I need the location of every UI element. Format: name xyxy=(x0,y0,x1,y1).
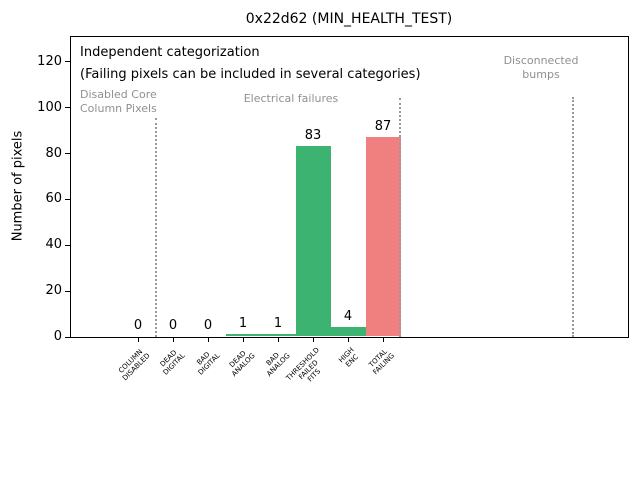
y-tick xyxy=(65,198,70,200)
x-tick-label: COLUMN DISABLED xyxy=(116,347,152,383)
y-tick-label: 40 xyxy=(45,237,62,253)
y-tick-label: 120 xyxy=(37,53,62,69)
x-tick-label: TOTAL FAILING xyxy=(367,347,397,377)
bar-value-label: 83 xyxy=(304,127,322,143)
x-tick xyxy=(313,338,314,342)
y-tick-label: 20 xyxy=(45,283,62,299)
bar-value-label: 0 xyxy=(203,318,213,333)
y-tick xyxy=(65,244,70,246)
bar-value-label: 4 xyxy=(343,308,353,324)
x-tick xyxy=(243,338,244,342)
separator-line xyxy=(155,118,157,337)
x-tick xyxy=(208,338,209,342)
bar xyxy=(260,333,296,336)
y-tick-label: 0 xyxy=(53,329,62,344)
x-tick-label: BAD DIGITAL xyxy=(195,350,222,377)
bar-value-label: 1 xyxy=(238,315,248,331)
y-tick xyxy=(65,336,70,338)
x-tick xyxy=(138,338,139,342)
x-tick xyxy=(278,338,279,342)
x-tick xyxy=(348,338,349,342)
x-tick xyxy=(383,338,384,342)
separator-line xyxy=(399,98,401,337)
section-label-electrical-failures: Electrical failures xyxy=(243,92,339,105)
y-tick xyxy=(65,107,70,109)
x-tick-label: DEAD ANALOG xyxy=(227,349,257,379)
bar-value-label: 1 xyxy=(273,315,283,331)
x-tick-label: THRESHOLD FAILED FITS xyxy=(284,346,322,384)
bar xyxy=(295,145,331,336)
bar-value-label: 87 xyxy=(374,118,392,134)
section-label-disabled-core-column-pixels: Disabled Core Column Pixels xyxy=(80,88,157,115)
y-tick-label: 100 xyxy=(37,99,62,115)
y-tick xyxy=(65,290,70,292)
bar-value-label: 0 xyxy=(168,318,178,333)
x-tick xyxy=(173,338,174,342)
section-label-disconnected-bumps: Disconnected bumps xyxy=(503,54,579,81)
y-tick xyxy=(65,61,70,63)
chart-title: 0x22d62 (MIN_HEALTH_TEST) xyxy=(245,11,453,27)
plot-area xyxy=(70,36,629,338)
x-tick-label: HIGH ENC xyxy=(337,346,361,369)
y-tick-label: 60 xyxy=(45,191,62,207)
y-tick xyxy=(65,153,70,155)
annotation-independent-categorization: Independent categorization xyxy=(80,45,260,60)
annotation-failing-pixels-note: (Failing pixels can be included in sever… xyxy=(80,67,421,82)
bar-value-label: 0 xyxy=(133,318,143,333)
bar xyxy=(365,136,401,336)
separator-line xyxy=(572,97,574,337)
bar xyxy=(330,326,366,336)
x-tick-label: DEAD DIGITAL xyxy=(158,348,187,377)
y-tick-label: 80 xyxy=(45,145,62,161)
bar xyxy=(225,333,261,336)
